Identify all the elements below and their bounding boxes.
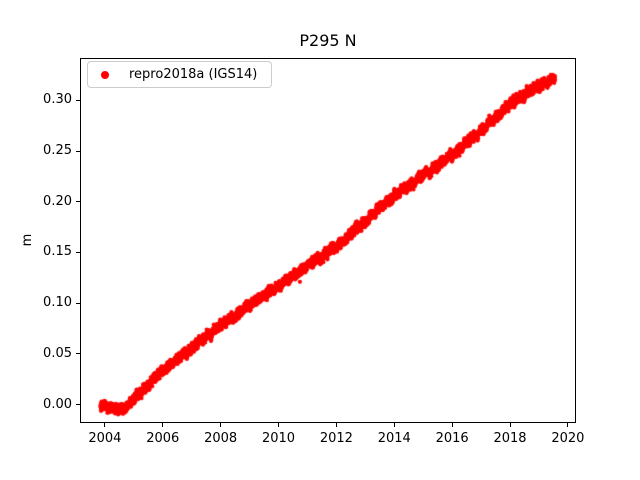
y-tick-mark <box>76 251 80 253</box>
x-tick-mark <box>393 423 395 427</box>
x-tick-label: 2004 <box>88 431 122 446</box>
y-tick-mark <box>76 353 80 355</box>
x-tick-label: 2010 <box>261 431 296 446</box>
y-tick-label: 0.15 <box>43 244 72 260</box>
scatter-plot-canvas <box>80 58 576 423</box>
x-tick-label: 2020 <box>551 431 585 446</box>
x-tick-label: 2016 <box>435 431 469 446</box>
y-tick-mark <box>76 302 80 304</box>
y-tick-mark <box>76 201 80 203</box>
x-tick-mark <box>220 423 222 427</box>
y-tick-label: 0.05 <box>43 345 72 361</box>
y-tick-mark <box>76 99 80 101</box>
y-tick-label: 0.10 <box>43 295 72 311</box>
x-tick-label: 2006 <box>146 431 180 446</box>
plot-title: P295 N <box>299 31 357 50</box>
x-tick-mark <box>104 423 106 427</box>
x-tick-label: 2012 <box>319 431 353 446</box>
x-tick-mark <box>278 423 280 427</box>
x-tick-label: 2018 <box>493 431 527 446</box>
y-tick-label: 0.00 <box>43 396 72 412</box>
legend-box: repro2018a (IGS14) <box>87 61 273 88</box>
y-tick-label: 0.20 <box>43 193 72 209</box>
x-tick-mark <box>162 423 164 427</box>
x-tick-label: 2014 <box>377 431 411 446</box>
x-tick-mark <box>567 423 569 427</box>
x-tick-mark <box>335 423 337 427</box>
x-tick-mark <box>451 423 453 427</box>
y-tick-mark <box>76 404 80 406</box>
y-tick-label: 0.30 <box>43 92 72 108</box>
y-tick-label: 0.25 <box>43 143 72 159</box>
legend-entry-label: repro2018a (IGS14) <box>129 67 258 82</box>
y-tick-mark <box>76 150 80 152</box>
x-tick-label: 2008 <box>204 431 238 446</box>
x-tick-mark <box>509 423 511 427</box>
legend-dot-marker-icon <box>101 70 109 79</box>
